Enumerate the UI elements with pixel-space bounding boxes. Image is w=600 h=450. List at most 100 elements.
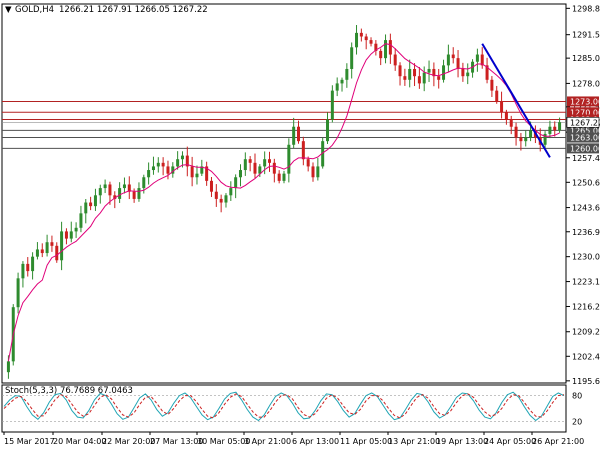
candle-body xyxy=(229,188,233,196)
candle-body xyxy=(156,162,160,167)
time-tick-label: 20 Mar 04:00 xyxy=(53,437,106,446)
candle-body xyxy=(272,162,276,174)
candle-body xyxy=(258,166,262,174)
candle-body xyxy=(519,137,523,142)
candle-body xyxy=(122,184,126,189)
price-tick-label: 1278.00 xyxy=(572,79,600,88)
candle-body xyxy=(558,122,562,131)
candle-body xyxy=(456,58,460,69)
current-price-tag xyxy=(566,117,600,128)
candle-body xyxy=(514,126,518,138)
symbol-dropdown-icon[interactable]: ▼ xyxy=(5,5,12,15)
level-tag-label: 1265.00 xyxy=(570,126,600,135)
candle-body xyxy=(50,242,54,246)
candle-body xyxy=(321,141,325,167)
trendline xyxy=(481,43,551,158)
candle-body xyxy=(151,166,155,171)
candle-body xyxy=(200,166,204,174)
candle-body xyxy=(176,159,180,167)
price-tick-label: 1236.90 xyxy=(572,228,600,237)
price-tick-label: 1243.60 xyxy=(572,204,600,213)
price-tick-label: 1285.00 xyxy=(572,54,600,63)
candle-body xyxy=(297,126,301,142)
candle-body xyxy=(142,177,146,189)
candle-body xyxy=(451,54,455,59)
candle-body xyxy=(379,50,383,59)
level-tag xyxy=(567,143,599,154)
candle-body xyxy=(393,54,397,66)
candle-body xyxy=(45,242,49,254)
candle-body xyxy=(432,68,436,77)
candle-body xyxy=(495,90,499,102)
candle-body xyxy=(219,198,223,203)
candle-body xyxy=(209,180,213,192)
symbol-timeframe: GOLD,H4 xyxy=(15,5,54,15)
candle-body xyxy=(69,231,73,239)
candle-body xyxy=(480,54,484,66)
time-tick-label: 24 Apr 05:00 xyxy=(484,437,536,446)
candle-body xyxy=(55,245,59,261)
price-tick-label: 1291.50 xyxy=(572,31,600,40)
level-tag-label: 1260.00 xyxy=(570,144,600,153)
candle-body xyxy=(350,47,354,69)
candle-body xyxy=(21,263,25,279)
level-tag-label: 1270.00 xyxy=(570,108,600,117)
candle-body xyxy=(132,191,136,199)
candle-body xyxy=(398,65,402,77)
candle-body xyxy=(137,188,141,199)
candle-body xyxy=(243,159,247,171)
current-price-label: 1267.22 xyxy=(570,118,600,127)
candle-body xyxy=(214,191,218,199)
candle-body xyxy=(335,83,339,91)
candle-body xyxy=(345,68,349,80)
candle-body xyxy=(224,195,228,203)
level-tag xyxy=(567,125,599,136)
candle-body xyxy=(524,137,528,142)
candle-body xyxy=(147,170,151,178)
candle-body xyxy=(446,54,450,66)
time-tick-label: 30 Mar 05:00 xyxy=(197,437,250,446)
candle-body xyxy=(408,68,412,80)
candle-body xyxy=(422,72,426,84)
time-tick-label: 13 Apr 21:00 xyxy=(388,437,440,446)
candle-body xyxy=(277,173,281,181)
price-tick-label: 1202.40 xyxy=(572,352,600,361)
time-tick-label: 15 Mar 2017 xyxy=(4,437,55,446)
candle-body xyxy=(475,54,479,62)
candle-body xyxy=(461,68,465,77)
candle-body xyxy=(364,36,368,41)
candle-body xyxy=(369,40,373,44)
candle-body xyxy=(417,76,421,84)
candle-body xyxy=(490,79,494,91)
candle-body xyxy=(316,166,320,178)
candle-body xyxy=(205,166,209,181)
candle-body xyxy=(553,126,557,131)
level-tag xyxy=(567,132,599,143)
candle-body xyxy=(263,159,267,167)
level-tag-label: 1273.00 xyxy=(570,97,600,106)
price-tick-label: 1250.60 xyxy=(572,178,600,187)
time-tick-label: 26 Apr 21:00 xyxy=(532,437,584,446)
candle-body xyxy=(253,162,257,174)
candle-body xyxy=(31,256,35,272)
candle-body xyxy=(64,231,68,239)
candle-body xyxy=(190,166,194,178)
price-tick-label: 1298.80 xyxy=(572,4,600,13)
candle-body xyxy=(374,43,378,51)
horizontal-levels xyxy=(2,100,566,149)
time-tick-label: 19 Apr 13:00 xyxy=(436,437,488,446)
candle-body xyxy=(340,79,344,84)
candle-body xyxy=(40,249,44,254)
time-tick-label: 3 Apr 21:00 xyxy=(244,437,291,446)
level-tag-label: 1263.00 xyxy=(570,134,600,143)
candle-body xyxy=(89,202,93,207)
price-grid xyxy=(1,3,567,384)
candle-body xyxy=(509,119,513,127)
candle-body xyxy=(548,126,552,134)
candle-body xyxy=(185,155,189,167)
candle-body xyxy=(238,170,242,178)
candle-body xyxy=(442,65,446,80)
candle-body xyxy=(466,72,470,77)
